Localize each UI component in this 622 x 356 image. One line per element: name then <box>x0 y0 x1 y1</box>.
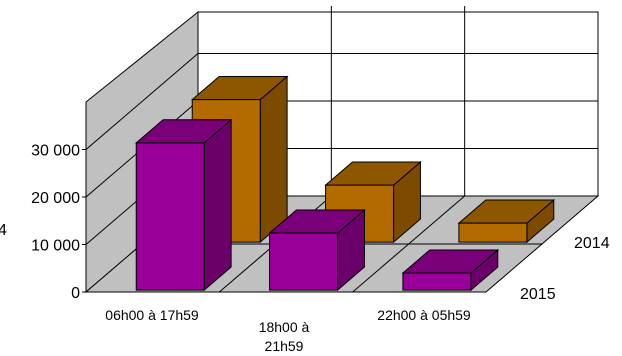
bar-2015-1 <box>134 118 233 292</box>
y-tick-label: 0 <box>71 285 80 302</box>
cut-off-left-label: 4 <box>0 222 7 239</box>
x-axis-ticks: 06h00 à 17h59 18h00 à 21h59 22h00 à 05h59 <box>105 307 471 354</box>
y-tick-label: 30 000 <box>31 143 80 160</box>
y-tick-label: 10 000 <box>31 238 80 255</box>
series-tick-label: 2015 <box>520 286 556 303</box>
x-tick-label: 21h59 <box>265 338 304 354</box>
y-axis-ticks: 0 10 000 20 000 30 000 <box>31 143 86 302</box>
y-tick-label: 20 000 <box>31 190 80 207</box>
bar-2014-3 <box>457 198 556 244</box>
series-axis-ticks: 2015 2014 <box>520 235 610 303</box>
x-tick-label: 06h00 à 17h59 <box>105 307 199 323</box>
bar-2015-2 <box>268 208 366 292</box>
x-tick-label: 18h00 à <box>259 319 310 335</box>
bar-2015-3 <box>401 248 500 292</box>
x-tick-label: 22h00 à 05h59 <box>377 307 471 323</box>
bars <box>134 75 556 292</box>
series-tick-label: 2014 <box>574 235 610 252</box>
